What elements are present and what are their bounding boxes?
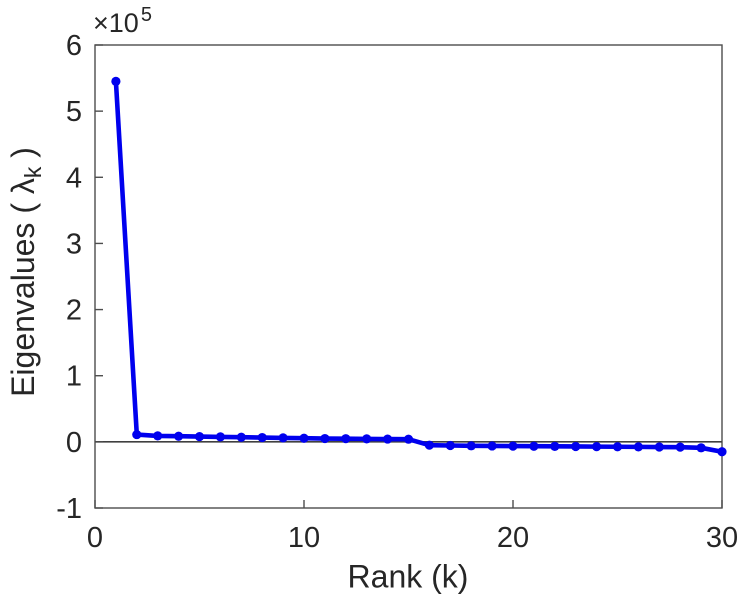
data-point — [299, 433, 309, 443]
y-tick-label: -1 — [56, 493, 82, 525]
data-point — [696, 443, 706, 453]
data-point — [236, 432, 246, 442]
data-point — [529, 441, 539, 451]
y-tick-label: 6 — [66, 30, 82, 62]
data-point — [278, 433, 288, 443]
x-tick-label: 10 — [288, 522, 320, 554]
y-tick-label: 4 — [66, 162, 82, 194]
data-point — [403, 434, 414, 444]
data-point — [153, 431, 163, 441]
y-axis-label-prefix: Eigenvalues ( — [5, 194, 41, 397]
y-tick-label: 5 — [66, 96, 82, 128]
y-tick-label: 3 — [66, 228, 82, 260]
data-point — [341, 434, 351, 444]
data-point — [445, 440, 455, 451]
data-point — [215, 432, 225, 442]
data-point — [362, 434, 372, 444]
lambda-symbol: λ — [5, 178, 41, 195]
data-point — [466, 441, 476, 451]
data-point — [320, 433, 330, 444]
data-point — [111, 76, 121, 86]
data-point — [383, 434, 393, 444]
y-tick-label: 1 — [66, 361, 82, 393]
x-tick-label: 20 — [497, 522, 529, 554]
x-axis-label: Rank (k) — [348, 559, 469, 596]
x-axis-label-text: Rank (k) — [347, 558, 469, 595]
data-point — [508, 441, 518, 451]
data-point — [571, 441, 581, 452]
data-point — [633, 442, 644, 452]
plot-border — [94, 44, 723, 509]
x-tick-label: 30 — [706, 522, 738, 554]
data-point — [424, 440, 434, 450]
multiplier-exponent: 5 — [140, 4, 152, 26]
data-point — [717, 447, 727, 457]
series-line — [113, 79, 725, 455]
y-axis-label-suffix: ) — [5, 147, 41, 167]
y-tick-label: 0 — [66, 427, 82, 459]
data-point — [550, 441, 560, 451]
data-point — [654, 442, 664, 452]
data-point — [592, 442, 602, 452]
data-point — [675, 442, 685, 452]
multiplier-base: ×10 — [93, 8, 139, 38]
data-point — [257, 432, 267, 443]
data-point — [174, 431, 184, 441]
x-tick-label: 0 — [87, 522, 103, 554]
data-point — [612, 442, 623, 452]
y-axis-multiplier: ×10 5 — [93, 4, 152, 39]
data-point — [132, 429, 142, 440]
y-tick-label: 2 — [66, 295, 82, 327]
lambda-subscript: k — [20, 166, 46, 179]
data-point — [487, 441, 497, 451]
y-axis-label: Eigenvalues ( λk ) — [5, 147, 47, 397]
data-point — [194, 431, 205, 442]
